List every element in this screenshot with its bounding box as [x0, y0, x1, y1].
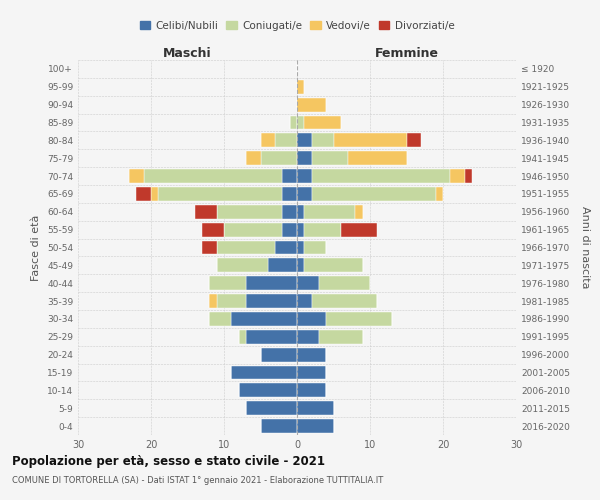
- Bar: [283, 222, 297, 236]
- Bar: [304, 258, 362, 272]
- Bar: [260, 134, 275, 147]
- Bar: [297, 116, 304, 130]
- Bar: [304, 240, 326, 254]
- Bar: [297, 222, 304, 236]
- Bar: [260, 348, 297, 362]
- Text: Popolazione per età, sesso e stato civile - 2021: Popolazione per età, sesso e stato civil…: [12, 455, 325, 468]
- Bar: [297, 205, 304, 219]
- Bar: [202, 222, 224, 236]
- Bar: [275, 240, 297, 254]
- Bar: [136, 187, 151, 201]
- Y-axis label: Anni di nascita: Anni di nascita: [580, 206, 590, 289]
- Bar: [297, 312, 326, 326]
- Bar: [297, 98, 326, 112]
- Bar: [304, 205, 355, 219]
- Bar: [129, 169, 144, 183]
- Bar: [290, 116, 297, 130]
- Bar: [348, 151, 407, 165]
- Bar: [297, 401, 334, 415]
- Bar: [297, 80, 304, 94]
- Bar: [297, 240, 304, 254]
- Bar: [239, 384, 297, 398]
- Bar: [319, 276, 370, 290]
- Bar: [297, 366, 326, 380]
- Text: Maschi: Maschi: [163, 47, 212, 60]
- Bar: [341, 222, 377, 236]
- Bar: [246, 276, 297, 290]
- Bar: [232, 366, 297, 380]
- Bar: [297, 151, 311, 165]
- Bar: [311, 151, 348, 165]
- Bar: [297, 294, 311, 308]
- Bar: [217, 294, 246, 308]
- Bar: [450, 169, 465, 183]
- Bar: [246, 294, 297, 308]
- Bar: [297, 187, 311, 201]
- Bar: [304, 116, 341, 130]
- Bar: [195, 205, 217, 219]
- Bar: [224, 222, 283, 236]
- Bar: [311, 187, 436, 201]
- Bar: [355, 205, 362, 219]
- Bar: [297, 134, 311, 147]
- Bar: [232, 312, 297, 326]
- Bar: [297, 276, 319, 290]
- Bar: [297, 419, 334, 433]
- Bar: [246, 401, 297, 415]
- Bar: [297, 330, 319, 344]
- Bar: [319, 330, 362, 344]
- Bar: [246, 330, 297, 344]
- Legend: Celibi/Nubili, Coniugati/e, Vedovi/e, Divorziati/e: Celibi/Nubili, Coniugati/e, Vedovi/e, Di…: [136, 16, 458, 35]
- Bar: [465, 169, 472, 183]
- Bar: [436, 187, 443, 201]
- Bar: [334, 134, 407, 147]
- Bar: [297, 258, 304, 272]
- Text: Femmine: Femmine: [374, 47, 439, 60]
- Bar: [311, 169, 450, 183]
- Bar: [158, 187, 283, 201]
- Bar: [407, 134, 421, 147]
- Bar: [239, 330, 246, 344]
- Bar: [283, 205, 297, 219]
- Bar: [246, 151, 260, 165]
- Bar: [151, 187, 158, 201]
- Bar: [311, 134, 334, 147]
- Bar: [283, 187, 297, 201]
- Bar: [275, 134, 297, 147]
- Bar: [260, 419, 297, 433]
- Bar: [217, 240, 275, 254]
- Bar: [217, 258, 268, 272]
- Bar: [217, 205, 283, 219]
- Bar: [297, 384, 326, 398]
- Y-axis label: Fasce di età: Fasce di età: [31, 214, 41, 280]
- Bar: [304, 222, 341, 236]
- Bar: [202, 240, 217, 254]
- Text: COMUNE DI TORTORELLA (SA) - Dati ISTAT 1° gennaio 2021 - Elaborazione TUTTITALIA: COMUNE DI TORTORELLA (SA) - Dati ISTAT 1…: [12, 476, 383, 485]
- Bar: [144, 169, 283, 183]
- Bar: [311, 294, 377, 308]
- Bar: [297, 169, 311, 183]
- Bar: [283, 169, 297, 183]
- Bar: [209, 294, 217, 308]
- Bar: [209, 312, 232, 326]
- Bar: [326, 312, 392, 326]
- Bar: [297, 348, 326, 362]
- Bar: [268, 258, 297, 272]
- Bar: [260, 151, 297, 165]
- Bar: [209, 276, 246, 290]
